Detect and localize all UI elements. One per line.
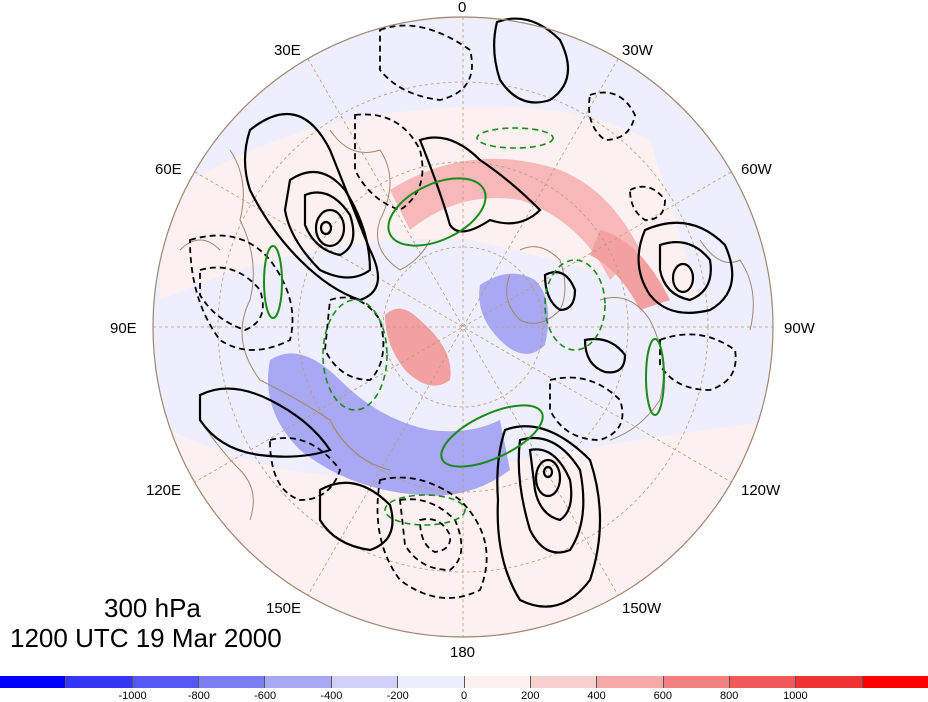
lon-label-30e: 30E [274,42,301,59]
lon-label-30w: 30W [622,42,653,59]
colorbar-segment [663,676,730,688]
lon-label-60e: 60E [155,161,182,178]
lon-label-150w: 150W [622,600,662,617]
colorbar-tick-label: -200 [386,690,409,702]
lon-label-0: 0 [458,0,467,16]
lon-label-90e: 90E [110,320,137,337]
colorbar-tick-label: -600 [254,690,277,702]
colorbar-segment [464,676,531,688]
negative-contours [189,24,737,599]
colorbar [0,676,928,688]
coastlines [179,129,754,521]
lon-label-150e: 150E [266,600,302,617]
positive-contours [198,17,734,608]
colorbar-tick-label: -800 [187,690,210,702]
lon-label-120e: 120E [146,482,182,499]
colorbar-tick-label: 200 [521,690,540,702]
colorbar-segment [132,676,200,688]
colorbar-segment [66,676,133,688]
colorbar-tick-label: 600 [653,690,673,702]
graticule [153,17,773,637]
shade-pink-arc-east [590,230,670,310]
lon-label-120w: 120W [741,482,781,499]
shade-light-red-south [153,420,773,637]
colorbar-segment [199,676,266,688]
map-border [152,16,774,638]
colorbar-tick-label: 0 [460,690,468,702]
green-contours [263,177,665,468]
colorbar-segment [0,676,67,688]
colorbar-tick-label: 400 [587,690,606,702]
shade-blue-band [268,353,510,496]
lon-label-60w: 60W [741,161,772,178]
colorbar-segment [796,676,863,688]
colorbar-tick-label: -1000 [118,690,147,702]
title-time: 1200 UTC 19 Mar 2000 [10,623,282,653]
lon-label-180: 180 [450,644,476,661]
colorbar-segment [398,676,465,688]
shade-blue-pole [479,273,549,354]
colorbar-segment [530,676,598,688]
colorbar-segment [729,676,797,688]
colorbar-tick-label: 1000 [783,690,808,702]
colorbar-segment [331,676,399,688]
title-level: 300 hPa [104,593,201,623]
shade-pink-blob-center [385,308,451,386]
lon-label-90w: 90W [784,320,815,337]
green-dashed-contours [322,127,606,526]
colorbar-tick-label: -400 [320,690,343,702]
colorbar-tick-label: 800 [719,690,739,702]
colorbar-segment [597,676,664,688]
colorbar-segment [265,676,332,688]
colorbar-segment [862,676,928,688]
shade-pink-arc-north [390,158,640,280]
